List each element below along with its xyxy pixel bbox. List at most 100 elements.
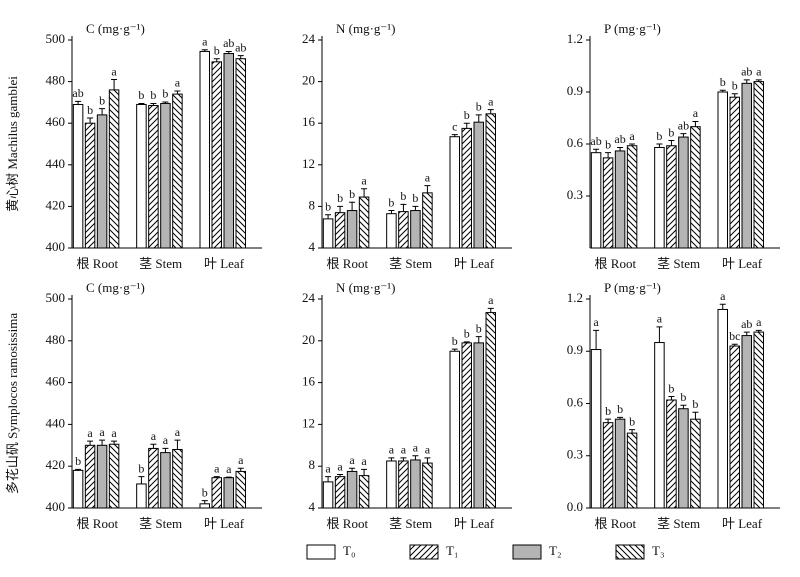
bar: [590, 152, 602, 249]
y-tick-label: 440: [46, 415, 66, 430]
y-tick-label: 12: [302, 415, 315, 430]
error-bar: [213, 476, 220, 478]
bar: [461, 127, 472, 249]
significance-label: a: [349, 453, 355, 467]
error-bar: [692, 411, 699, 420]
bar: [678, 136, 689, 249]
bar: [172, 93, 183, 249]
significance-label: ab: [741, 65, 752, 79]
bar: [678, 408, 689, 509]
significance-label: a: [111, 64, 117, 78]
bar: [199, 503, 210, 509]
error-bar: [617, 416, 624, 420]
significance-label: b: [150, 88, 156, 102]
x-tick-label: 叶 Leaf: [204, 516, 245, 531]
y-tick-label: 500: [46, 31, 66, 46]
x-tick-label: 根 Root: [327, 256, 369, 271]
significance-label: b: [605, 404, 611, 418]
significance-label: b: [452, 334, 458, 348]
significance-label: a: [693, 106, 699, 120]
bar: [358, 196, 370, 249]
error-bar: [201, 500, 208, 504]
y-tick-label: 20: [302, 332, 315, 347]
significance-label: b: [388, 195, 394, 209]
error-bar: [75, 468, 82, 471]
error-bar: [593, 329, 600, 350]
error-bar: [605, 418, 612, 423]
significance-label: b: [138, 461, 144, 475]
significance-label: a: [325, 461, 331, 475]
y-tick-label: 24: [302, 290, 316, 305]
y-tick-label: 0.3: [567, 447, 583, 462]
significance-label: a: [87, 426, 93, 440]
bar: [422, 462, 433, 509]
significance-label: b: [337, 191, 343, 205]
x-tick-label: 茎 Stem: [389, 516, 432, 531]
significance-label: a: [99, 425, 105, 439]
bar: [410, 210, 421, 249]
error-bar: [475, 336, 482, 343]
bar: [666, 145, 677, 249]
panel-title: N (mg·g⁻¹): [336, 21, 396, 36]
significance-label: b: [668, 125, 674, 139]
legend-swatch: [615, 544, 645, 560]
y-tick-label: 480: [46, 332, 66, 347]
error-bar: [451, 134, 458, 137]
legend-swatch: [409, 544, 439, 560]
error-bar: [138, 102, 145, 105]
bar: [199, 50, 210, 249]
error-bar: [388, 210, 395, 214]
error-bar: [629, 143, 636, 146]
significance-label: b: [75, 454, 81, 468]
bar: [602, 157, 614, 249]
error-bar: [388, 457, 395, 461]
y-tick-label: 400: [46, 499, 66, 514]
bar: [741, 335, 752, 509]
error-bar: [487, 307, 494, 313]
bar: [108, 443, 120, 509]
y-tick-label: 1.2: [567, 31, 583, 46]
error-bar: [656, 326, 663, 343]
significance-label: b: [162, 87, 168, 101]
significance-label: a: [756, 315, 762, 329]
x-tick-label: 根 Root: [77, 256, 119, 271]
error-bar: [150, 443, 157, 449]
error-bar: [225, 50, 232, 54]
significance-label: a: [337, 459, 343, 473]
y-tick-label: 1.2: [567, 290, 583, 305]
significance-label: b: [99, 93, 105, 107]
error-bar: [719, 303, 726, 310]
error-bar: [237, 467, 244, 472]
significance-label: a: [361, 173, 367, 187]
y-tick-label: 8: [309, 197, 316, 212]
bar: [398, 460, 409, 509]
significance-label: a: [413, 441, 419, 455]
x-tick-label: 茎 Stem: [139, 256, 182, 271]
error-bar: [99, 108, 106, 115]
significance-label: a: [111, 426, 117, 440]
bar: [753, 81, 764, 249]
bar: [602, 422, 614, 509]
significance-label: b: [668, 381, 674, 395]
significance-label: a: [629, 129, 635, 143]
bar: [666, 399, 677, 509]
bar: [148, 105, 159, 249]
bar: [386, 460, 397, 509]
error-bar: [692, 120, 699, 127]
bar: [654, 342, 665, 509]
bar: [235, 470, 246, 509]
x-tick-label: 根 Root: [327, 516, 369, 531]
significance-label: bc: [729, 329, 740, 343]
y-tick-label: 0.9: [567, 342, 583, 357]
y-tick-label: 4: [309, 239, 316, 254]
x-tick-label: 叶 Leaf: [454, 516, 495, 531]
panel-title: P (mg·g⁻¹): [604, 21, 661, 36]
y-axis-label: 黄心树 Machilus gamblei: [5, 76, 20, 212]
error-bar: [680, 404, 687, 409]
significance-label: ab: [223, 36, 234, 50]
error-bar: [755, 79, 762, 82]
significance-label: b: [400, 189, 406, 203]
y-tick-label: 12: [302, 156, 315, 171]
bar: [590, 349, 602, 509]
bar: [148, 447, 159, 509]
